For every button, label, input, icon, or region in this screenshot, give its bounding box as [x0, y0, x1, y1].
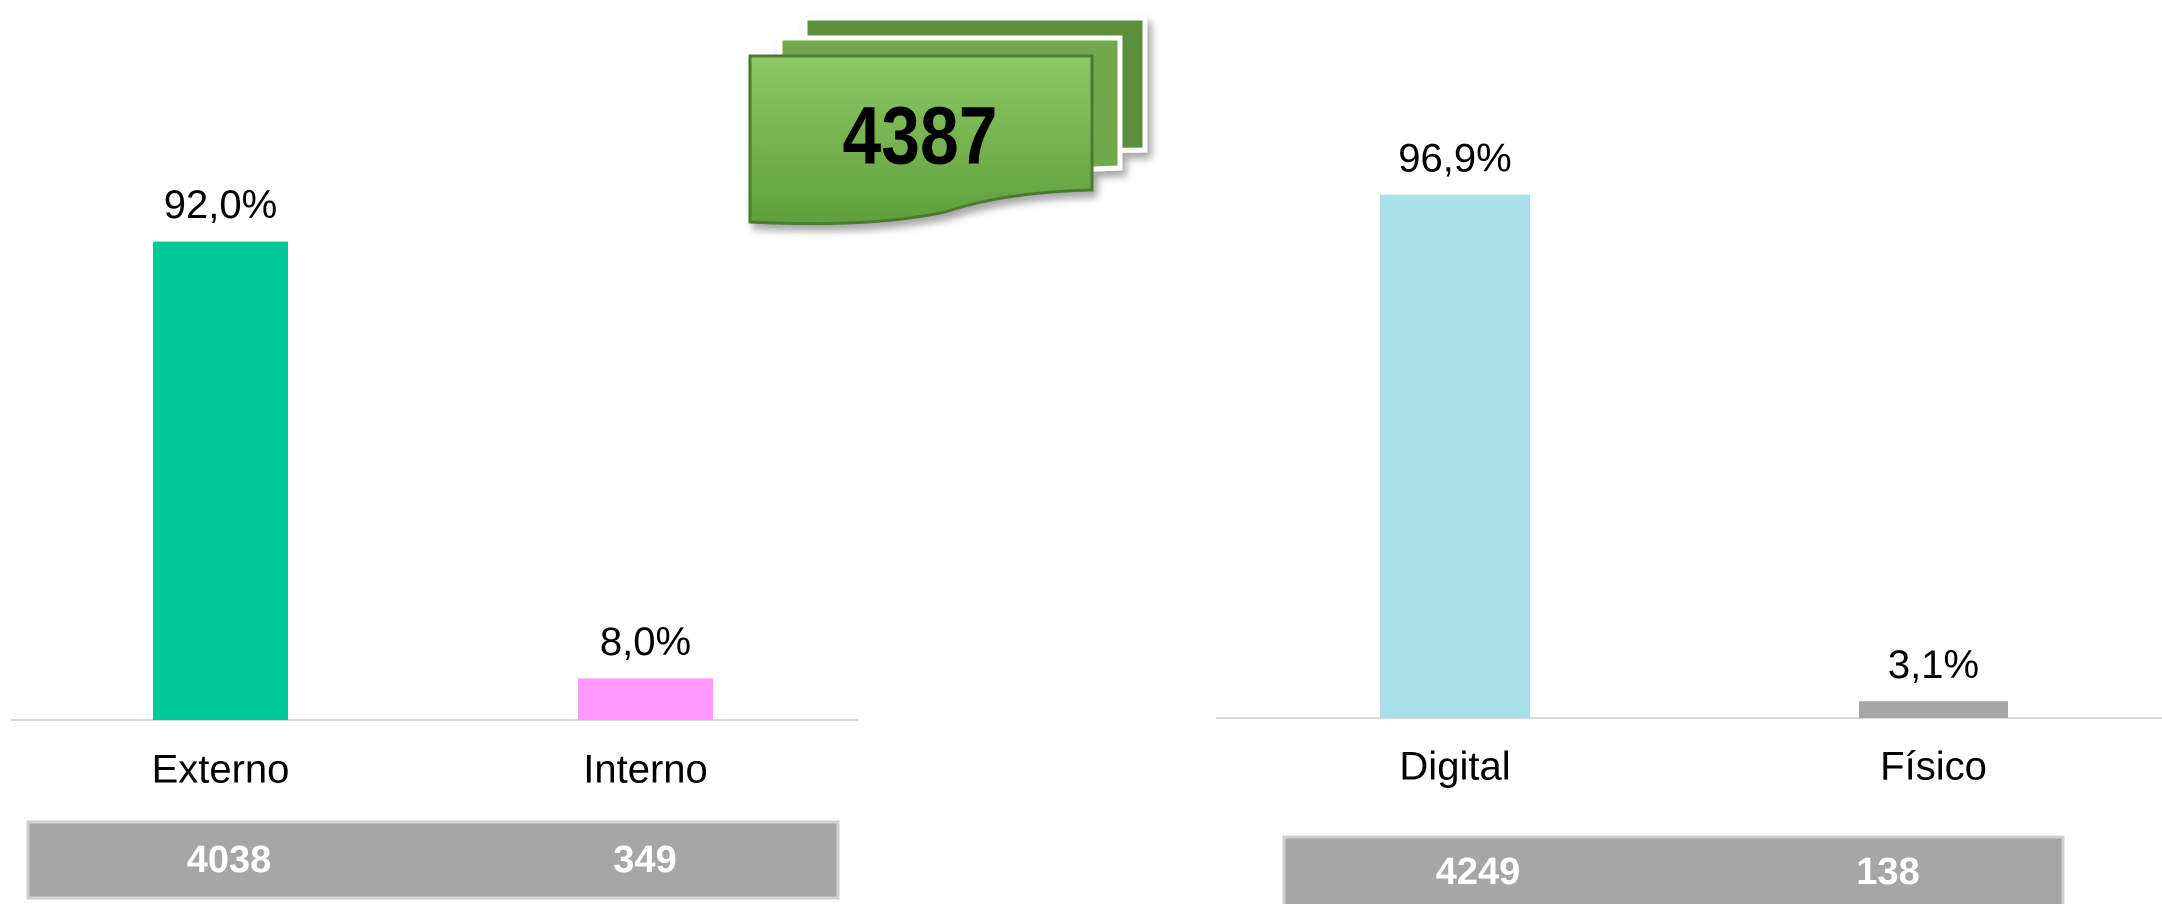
bar [578, 678, 713, 720]
data-label: 92,0% [164, 183, 277, 227]
badge-value: 4387 [842, 90, 997, 182]
bar [1380, 194, 1530, 719]
category-label: Externo [152, 748, 290, 792]
count-table [26, 820, 840, 900]
count-value: 138 [1856, 851, 1919, 893]
data-label: 96,9% [1398, 136, 1511, 180]
category-label: Interno [583, 748, 708, 792]
category-label: Físico [1880, 745, 1987, 789]
data-label: 8,0% [600, 620, 691, 664]
count-value: 349 [613, 839, 676, 881]
badge-sheet [748, 54, 1094, 226]
count-value: 4249 [1436, 851, 1521, 893]
count-value: 4038 [187, 839, 272, 881]
badge [748, 15, 1148, 226]
bar [1859, 701, 2008, 718]
data-label: 3,1% [1888, 643, 1979, 687]
bar [153, 241, 288, 720]
count-table [1282, 835, 2065, 909]
category-label: Digital [1399, 745, 1510, 789]
